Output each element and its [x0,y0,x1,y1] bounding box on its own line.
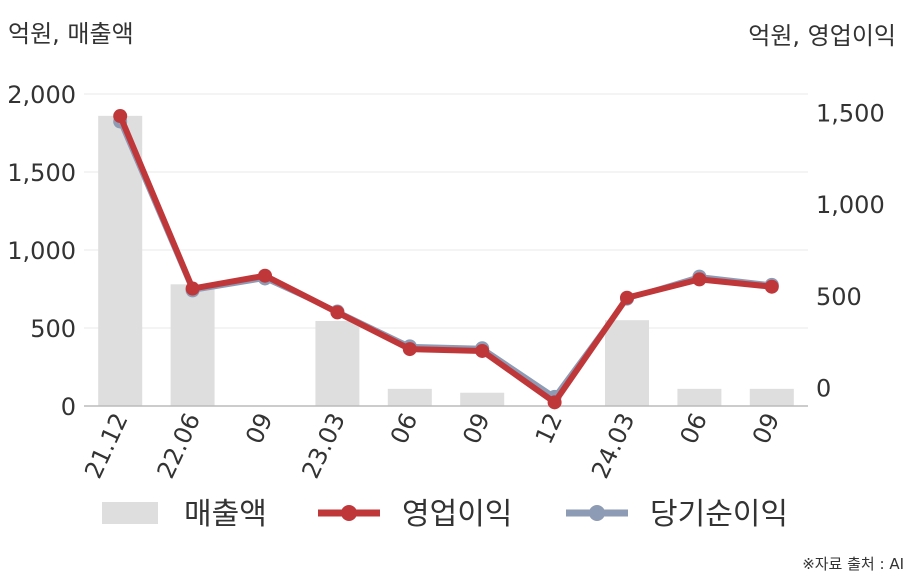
legend-label: 당기순이익 [650,497,788,532]
x-tick-label: 12 [530,409,568,449]
point-영업이익 [764,279,779,294]
point-영업이익 [475,343,490,358]
bar-매출액 [315,320,360,406]
point-영업이익 [330,305,345,320]
legend-label: 영업이익 [402,497,512,532]
series-lines [113,109,779,410]
bars [98,115,794,406]
left-tick-label: 500 [30,315,76,343]
right-tick-label: 500 [816,283,862,311]
bar-매출액 [460,392,505,406]
line-당기순이익 [117,120,773,400]
legend: 매출액 영업이익 당기순이익 [102,497,788,532]
right-tick-label: 1,500 [816,99,885,127]
right-tick-label: 0 [816,375,831,403]
bar-매출액 [170,284,215,406]
left-tick-label: 2,000 [7,81,76,109]
bar-매출액 [677,388,722,406]
x-tick-label: 22.06 [152,409,206,483]
x-tick-label: 21.12 [79,409,133,483]
x-tick-label: 09 [240,409,278,449]
left-axis-ticks: 0 500 1,000 1,500 2,000 [7,81,76,421]
left-tick-label: 1,000 [7,237,76,265]
x-tick-label: 09 [747,409,785,449]
right-axis-unit: 억원, 영업이익 [748,22,896,50]
point-영업이익 [113,109,128,124]
right-tick-label: 1,000 [816,191,885,219]
bar-매출액 [387,388,432,406]
x-tick-label: 06 [675,409,713,449]
x-tick-label: 09 [457,409,495,449]
point-영업이익 [547,395,562,410]
bar-매출액 [98,115,143,406]
right-axis-ticks: 0 500 1,000 1,500 [816,99,885,402]
left-axis-unit: 억원, 매출액 [8,20,134,48]
point-영업이익 [620,290,634,305]
point-영업이익 [258,268,272,283]
x-tick-label: 06 [385,409,423,449]
bar-매출액 [605,320,649,406]
line-영업이익 [117,114,773,406]
legend-label: 매출액 [184,497,267,532]
legend-marker [341,505,357,521]
x-axis-ticks: 21.12 22.06 09 23.03 06 09 12 24.03 06 09 [79,409,785,483]
legend-swatch [102,502,158,524]
x-tick-label: 23.03 [296,409,350,483]
bar-매출액 [749,388,794,406]
legend-marker [589,505,605,521]
point-영업이익 [185,281,200,296]
left-tick-label: 1,500 [7,159,76,187]
source-note: ※자료 출처 : AI [802,555,904,573]
x-tick-label: 24.03 [586,409,640,483]
left-tick-label: 0 [61,393,76,421]
point-영업이익 [692,272,707,287]
point-영업이익 [402,342,417,357]
